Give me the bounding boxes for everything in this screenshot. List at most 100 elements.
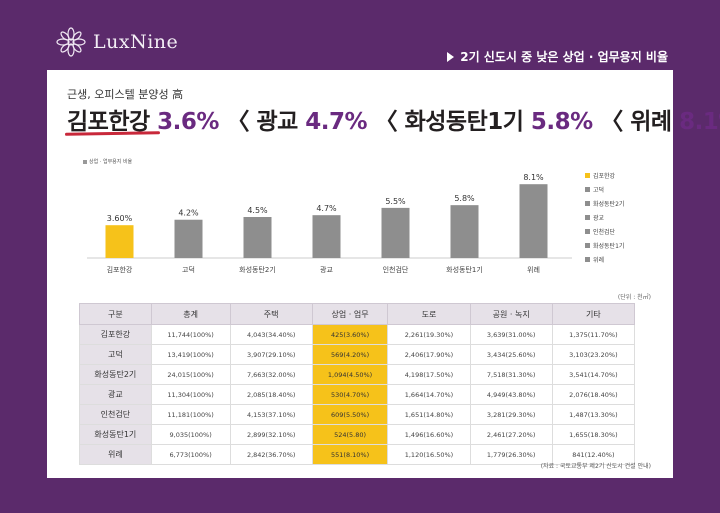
table-cell: 9,035(100%)	[150, 424, 231, 445]
bar-chart: 3.60% 김포한강 4.2% 고덕 4.5% 화성동탄2기 4.7% 광교 5.5% 인천검단 5…	[87, 173, 572, 274]
table-cell: 2,842(36.70%)	[229, 444, 313, 465]
bar-value-label: 4.5%	[247, 206, 268, 215]
table-row: 김포한강 11,744(100%) 4,043(34.40%) 425(3.60%) 2…	[79, 324, 636, 345]
unit-note: (단위 : 천㎡)	[617, 294, 651, 301]
legend-swatch	[585, 256, 590, 262]
table-cell: 4,198(17.50%)	[387, 364, 471, 385]
bar-고덕	[174, 219, 203, 258]
table-cell: 530(4.70%)	[311, 384, 389, 405]
row-header-cell: 위례	[79, 444, 152, 465]
table-cell: 3,281(29.30%)	[469, 404, 553, 425]
table-cell: 2,406(17.90%)	[387, 344, 471, 365]
category-label: 화성동탄1기	[446, 265, 483, 274]
row-header-cell: 광교	[79, 384, 152, 405]
topic-text: 2기 신도시 중 낮은 상업 · 업무용지 비율	[460, 50, 668, 64]
category-label: 화성동탄2기	[239, 265, 276, 274]
table-cell: 6,773(100%)	[150, 444, 231, 465]
headline: 김포한강 3.6% 〈 광교 4.7% 〈 화성동탄1기 5.8% 〈 위례 8…	[67, 102, 720, 136]
headline-label: 화성동탄1기	[404, 109, 531, 135]
headline-label: 김포한강	[67, 109, 158, 135]
row-header-cell: 김포한강	[79, 324, 152, 345]
table-cell: 1,651(14.80%)	[387, 404, 471, 425]
table-cell: 551(8.10%)	[311, 444, 389, 465]
legend-swatch	[585, 228, 590, 234]
lotus-icon	[56, 27, 86, 57]
row-header-cell: 화성동탄1기	[79, 424, 152, 445]
table-cell: 841(12.40%)	[551, 444, 636, 465]
table-row: 광교 11,304(100%) 2,085(18.40%) 530(4.70%) 1,6…	[79, 384, 636, 405]
bar-광교	[312, 215, 341, 258]
table-cell: 11,181(100%)	[150, 404, 231, 425]
table-cell: 3,541(14.70%)	[551, 364, 636, 385]
headline-value: 4.7%	[305, 109, 368, 135]
legend-item: 화성동탄2기	[585, 196, 624, 210]
table-cell: 569(4.20%)	[311, 344, 389, 365]
bar-김포한강	[105, 225, 134, 258]
bar-value-label: 5.8%	[454, 194, 475, 203]
bar-value-label: 8.1%	[523, 173, 544, 182]
category-label: 인천검단	[383, 265, 409, 274]
category-label: 위례	[527, 265, 540, 274]
table-cell: 4,153(37.10%)	[229, 404, 313, 425]
table-cell: 2,076(18.40%)	[551, 384, 636, 405]
table-cell: 609(5.50%)	[311, 404, 389, 425]
section-topic: 2기 신도시 중 낮은 상업 · 업무용지 비율	[447, 48, 668, 65]
legend-item: 위례	[585, 252, 624, 266]
table-cell: 7,518(31.30%)	[469, 364, 553, 385]
table-cell: 24,015(100%)	[150, 364, 231, 385]
column-header: 총계	[150, 303, 231, 325]
legend-label: 고덕	[593, 186, 605, 194]
column-header: 도로	[387, 303, 471, 325]
triangle-bullet-icon	[447, 51, 455, 62]
bar-인천검단	[381, 207, 410, 258]
headline-value: 3.6%	[157, 109, 219, 135]
chart-series-label: 상업 · 업무용지 비율	[83, 158, 132, 165]
legend-item: 김포한강	[585, 168, 624, 182]
column-header: 공원 · 녹지	[469, 303, 553, 325]
bar-위례	[519, 184, 548, 258]
table-cell: 7,663(32.00%)	[229, 364, 313, 385]
bar-value-label: 4.2%	[178, 209, 199, 218]
legend-label: 위례	[593, 256, 605, 264]
headline-value: 8.1%	[679, 109, 720, 135]
column-header: 기타	[551, 303, 636, 325]
legend-swatch	[585, 242, 590, 248]
headline-separator: 〈	[592, 109, 631, 135]
table-cell: 2,085(18.40%)	[229, 384, 313, 405]
legend-label: 화성동탄2기	[593, 200, 625, 208]
table-cell: 1,375(11.70%)	[551, 324, 636, 345]
brand-name: LuxNine	[93, 31, 179, 53]
legend-swatch	[585, 172, 590, 178]
legend-swatch	[585, 214, 590, 220]
table-cell: 1,664(14.70%)	[387, 384, 471, 405]
legend-item: 화성동탄1기	[585, 238, 624, 252]
table-cell: 2,899(32.10%)	[229, 424, 313, 445]
table-cell: 13,419(100%)	[150, 344, 231, 365]
headline-separator: 〈	[218, 109, 257, 135]
row-header-cell: 고덕	[79, 344, 152, 365]
table-row: 화성동탄2기 24,015(100%) 7,663(32.00%) 1,094(4.5…	[79, 364, 636, 385]
headline-value: 5.8%	[530, 109, 593, 135]
table-cell: 1,496(16.60%)	[387, 424, 471, 445]
headline-label: 위례	[630, 109, 680, 135]
series-swatch	[83, 159, 87, 164]
table-cell: 2,261(19.30%)	[387, 324, 471, 345]
legend-label: 화성동탄1기	[593, 242, 625, 250]
table-cell: 11,744(100%)	[150, 324, 231, 345]
bar-value-label: 3.60%	[107, 214, 133, 223]
legend-item: 광교	[585, 210, 624, 224]
row-header-cell: 화성동탄2기	[79, 364, 152, 385]
category-label: 광교	[320, 266, 333, 274]
chart-legend: 김포한강 고덕 화성동탄2기 광교 인천검단 화성동탄1기 위례	[585, 168, 624, 266]
legend-item: 고덕	[585, 182, 624, 196]
table-cell: 3,434(25.60%)	[469, 344, 553, 365]
table-cell: 3,907(29.10%)	[229, 344, 313, 365]
table-header-row: 구분 총계 주택 상업 · 업무 도로 공원 · 녹지 기타	[79, 303, 636, 325]
column-header: 주택	[229, 303, 313, 325]
series-name: 상업 · 업무용지 비율	[89, 159, 133, 165]
category-label: 고덕	[182, 265, 195, 274]
source-note: (자료 : 국토교통부 제2기 신도시 건설 안내)	[540, 463, 651, 470]
column-header: 상업 · 업무	[311, 303, 389, 325]
category-label: 김포한강	[107, 265, 133, 274]
bar-value-label: 4.7%	[316, 204, 337, 213]
